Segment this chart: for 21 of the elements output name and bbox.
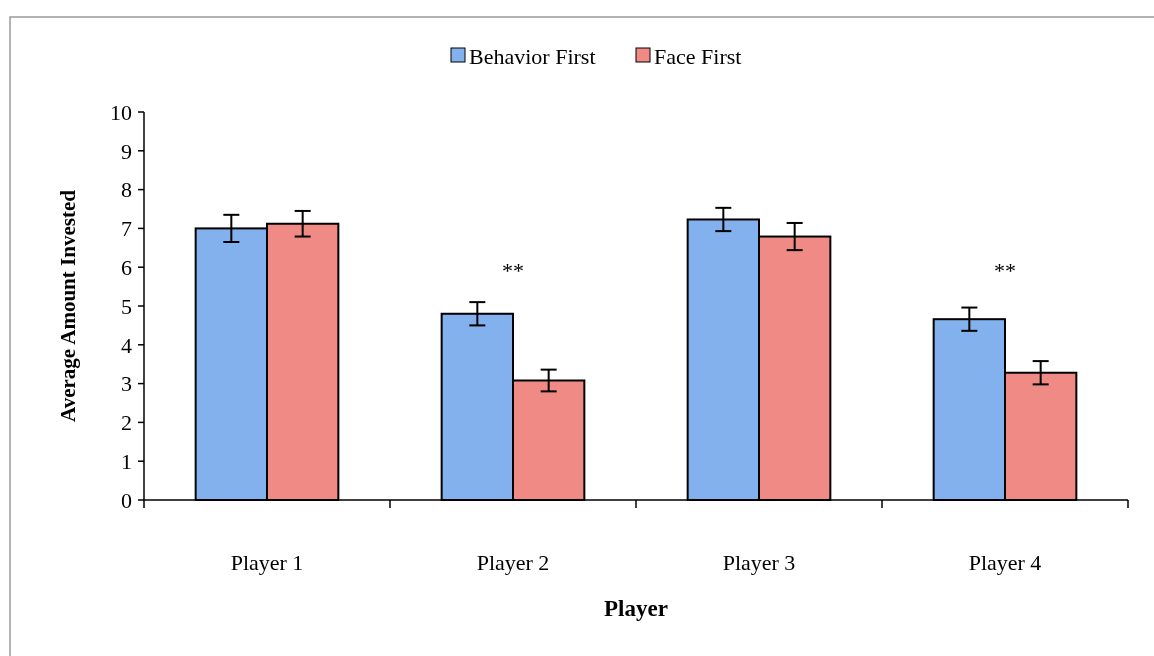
y-tick-label: 7: [121, 216, 132, 242]
x-tick-label: Player 4: [968, 550, 1042, 575]
y-tick-label: 1: [121, 448, 132, 474]
y-tick-label: 9: [121, 138, 132, 164]
annotation: **: [994, 257, 1016, 283]
y-tick-label: 8: [121, 177, 132, 203]
legend-label: Face First: [654, 43, 742, 69]
y-axis-title: Average Amount Invested: [56, 189, 80, 422]
legend-label: Behavior First: [469, 43, 596, 69]
y-tick-label: 3: [121, 371, 132, 397]
x-tick-label: Player 3: [722, 550, 796, 575]
x-axis-title: Player: [604, 596, 668, 621]
x-tick-label: Player 2: [476, 550, 550, 575]
y-tick-label: 5: [121, 293, 132, 319]
y-tick-label: 10: [110, 99, 132, 125]
y-tick-label: 0: [121, 487, 132, 513]
y-tick-label: 2: [121, 410, 132, 436]
y-tick-label: 6: [121, 254, 132, 280]
y-tick-label: 4: [121, 332, 132, 358]
x-tick-label: Player 1: [230, 550, 304, 575]
annotation: **: [502, 257, 524, 283]
